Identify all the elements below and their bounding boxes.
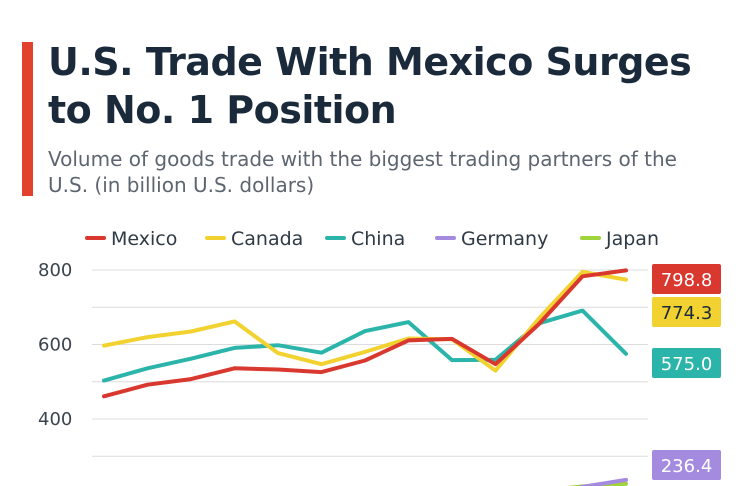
y-tick-label: 400 [38, 409, 72, 430]
end-label-box [652, 264, 721, 294]
end-label-mexico: 798.8 [652, 264, 721, 294]
legend: Mexico Canada China Germany Japan [85, 228, 659, 250]
end-label-value: 575.0 [661, 354, 713, 375]
legend-item-japan: Japan [580, 228, 659, 250]
y-tick-label: 800 [38, 260, 72, 281]
end-label-germany: 236.4 [652, 450, 721, 480]
end-label-canada: 774.3 [652, 297, 721, 327]
chart-title: U.S. Trade With Mexico Surges to No. 1 P… [48, 40, 692, 132]
series-line-canada [102, 269, 628, 373]
legend-label-mexico: Mexico [111, 228, 177, 250]
series-line-germany [578, 477, 628, 486]
legend-item-canada: Canada [205, 228, 303, 250]
legend-label-japan: Japan [605, 228, 659, 250]
end-labels: 798.8 774.3 575.0 236.4 [652, 264, 721, 480]
end-label-value: 798.8 [661, 270, 713, 291]
legend-item-mexico: Mexico [85, 228, 177, 250]
legend-item-germany: Germany [435, 228, 548, 250]
end-label-value: 236.4 [661, 456, 713, 477]
legend-label-china: China [351, 228, 405, 250]
legend-label-canada: Canada [231, 228, 303, 250]
legend-item-china: China [325, 228, 405, 250]
end-label-box [652, 450, 721, 480]
legend-label-germany: Germany [461, 228, 548, 250]
y-axis: 400 600 800 [38, 260, 72, 430]
end-label-china: 575.0 [652, 348, 721, 378]
series-line-china [102, 308, 628, 383]
plot-area [102, 268, 628, 486]
end-label-box [652, 348, 721, 378]
title-accent-bar [22, 42, 33, 196]
chart-subtitle: Volume of goods trade with the biggest t… [48, 147, 677, 197]
y-tick-label: 600 [38, 335, 72, 356]
series-line-mexico [102, 268, 628, 399]
end-label-value: 774.3 [661, 303, 713, 324]
end-label-box [652, 297, 721, 327]
